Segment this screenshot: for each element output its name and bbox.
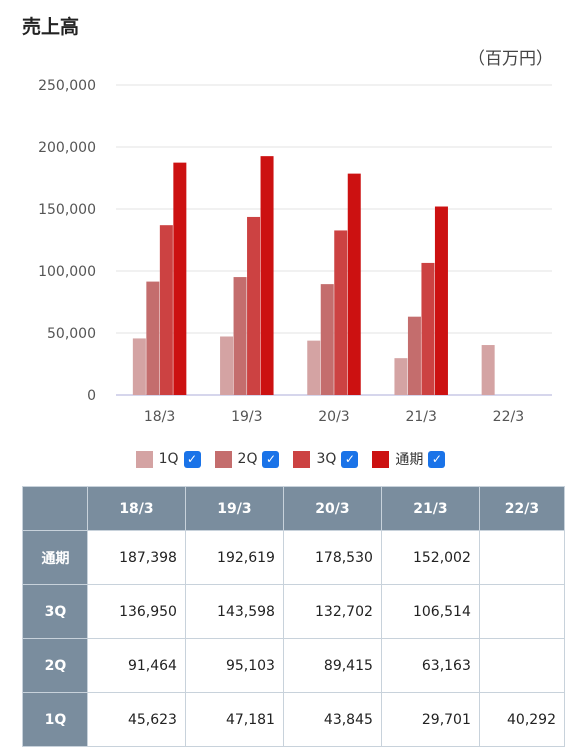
table-header-cell: 22/3 <box>478 486 566 531</box>
legend-item-1q[interactable]: 1Q ✓ <box>135 450 201 468</box>
table-row-label: 通期 <box>22 530 88 585</box>
sales-bar-chart: 0 50,000 100,000 150,000 200,000 250,000 18/3 1… <box>38 78 552 425</box>
bar <box>434 206 448 395</box>
y-tick-label: 250,000 <box>38 78 96 94</box>
chart-title: 売上高 <box>22 16 80 38</box>
y-tick-label: 0 <box>87 388 96 404</box>
bar <box>407 316 421 395</box>
table-cell: 152,002 <box>380 530 480 585</box>
bar <box>132 338 146 395</box>
legend-checkbox-2q[interactable]: ✓ <box>262 450 280 468</box>
table-cell: 136,950 <box>87 584 186 639</box>
legend-label: 1Q <box>158 451 179 467</box>
chart-legend: 1Q ✓ 2Q ✓ 3Q ✓ 通期 ✓ <box>0 449 581 469</box>
table-cell: 43,845 <box>282 692 382 747</box>
x-tick-label: 18/3 <box>144 409 175 425</box>
y-tick-label: 150,000 <box>38 202 96 218</box>
table-cell: 95,103 <box>184 638 284 693</box>
table-cell: 91,464 <box>87 638 186 693</box>
table-cell: 40,292 <box>478 692 566 747</box>
table-cell: 89,415 <box>282 638 382 693</box>
y-tick-label: 50,000 <box>47 326 96 342</box>
bar <box>334 230 348 395</box>
table-header-cell: 19/3 <box>184 486 284 531</box>
x-tick-label: 22/3 <box>493 409 524 425</box>
table-cell: 132,702 <box>282 584 382 639</box>
table-cell: 178,530 <box>282 530 382 585</box>
x-tick-label: 20/3 <box>318 409 349 425</box>
table-row: 2Q 91,464 95,103 89,415 63,163 <box>22 638 566 693</box>
bar <box>233 277 247 395</box>
legend-label: 2Q <box>237 451 258 467</box>
table-cell: 29,701 <box>380 692 480 747</box>
legend-item-3q[interactable]: 3Q ✓ <box>293 450 359 468</box>
table-cell: 63,163 <box>380 638 480 693</box>
legend-swatch <box>372 450 390 468</box>
bar <box>173 162 187 395</box>
bar <box>481 345 495 395</box>
x-tick-label: 21/3 <box>405 409 436 425</box>
table-cell: 47,181 <box>184 692 284 747</box>
table-row-label: 1Q <box>22 692 88 747</box>
table-cell <box>478 530 566 585</box>
bar <box>421 262 435 395</box>
sales-table: 18/3 19/3 20/3 21/3 22/3 通期 187,398 192,… <box>22 486 566 747</box>
unit-label: （百万円） <box>468 49 553 69</box>
table-header-cell: 18/3 <box>87 486 186 531</box>
table-header-cell: 20/3 <box>282 486 382 531</box>
table-cell: 106,514 <box>380 584 480 639</box>
legend-checkbox-1q[interactable]: ✓ <box>183 450 201 468</box>
legend-swatch <box>214 450 232 468</box>
table-row: 3Q 136,950 143,598 132,702 106,514 <box>22 584 566 639</box>
legend-item-2q[interactable]: 2Q ✓ <box>214 450 280 468</box>
legend-label: 通期 <box>395 452 424 468</box>
table-cell <box>478 584 566 639</box>
table-row-label: 2Q <box>22 638 88 693</box>
bar <box>394 358 408 395</box>
legend-swatch <box>293 450 311 468</box>
table-cell: 45,623 <box>87 692 186 747</box>
table-corner-cell <box>22 486 88 531</box>
bar <box>307 340 321 395</box>
table-cell: 192,619 <box>184 530 284 585</box>
x-tick-label: 19/3 <box>231 409 262 425</box>
bar <box>260 156 274 395</box>
table-cell: 143,598 <box>184 584 284 639</box>
bar <box>247 216 261 395</box>
bar <box>146 281 160 395</box>
bar <box>159 225 173 395</box>
table-row: 1Q 45,623 47,181 43,845 29,701 40,292 <box>22 692 566 747</box>
bar <box>347 173 361 395</box>
y-tick-label: 100,000 <box>38 264 96 280</box>
bar <box>320 284 334 395</box>
table-cell: 187,398 <box>87 530 186 585</box>
y-tick-label: 200,000 <box>38 140 96 156</box>
legend-item-full-year[interactable]: 通期 ✓ <box>372 449 446 469</box>
table-cell <box>478 638 566 693</box>
table-header-cell: 21/3 <box>380 486 480 531</box>
legend-label: 3Q <box>316 451 337 467</box>
legend-checkbox-full-year[interactable]: ✓ <box>428 450 446 468</box>
table-header-row: 18/3 19/3 20/3 21/3 22/3 <box>22 486 566 531</box>
legend-swatch <box>135 450 153 468</box>
table-row-label: 3Q <box>22 584 88 639</box>
bar <box>220 336 234 395</box>
legend-checkbox-3q[interactable]: ✓ <box>341 450 359 468</box>
table-row: 通期 187,398 192,619 178,530 152,002 <box>22 530 566 585</box>
